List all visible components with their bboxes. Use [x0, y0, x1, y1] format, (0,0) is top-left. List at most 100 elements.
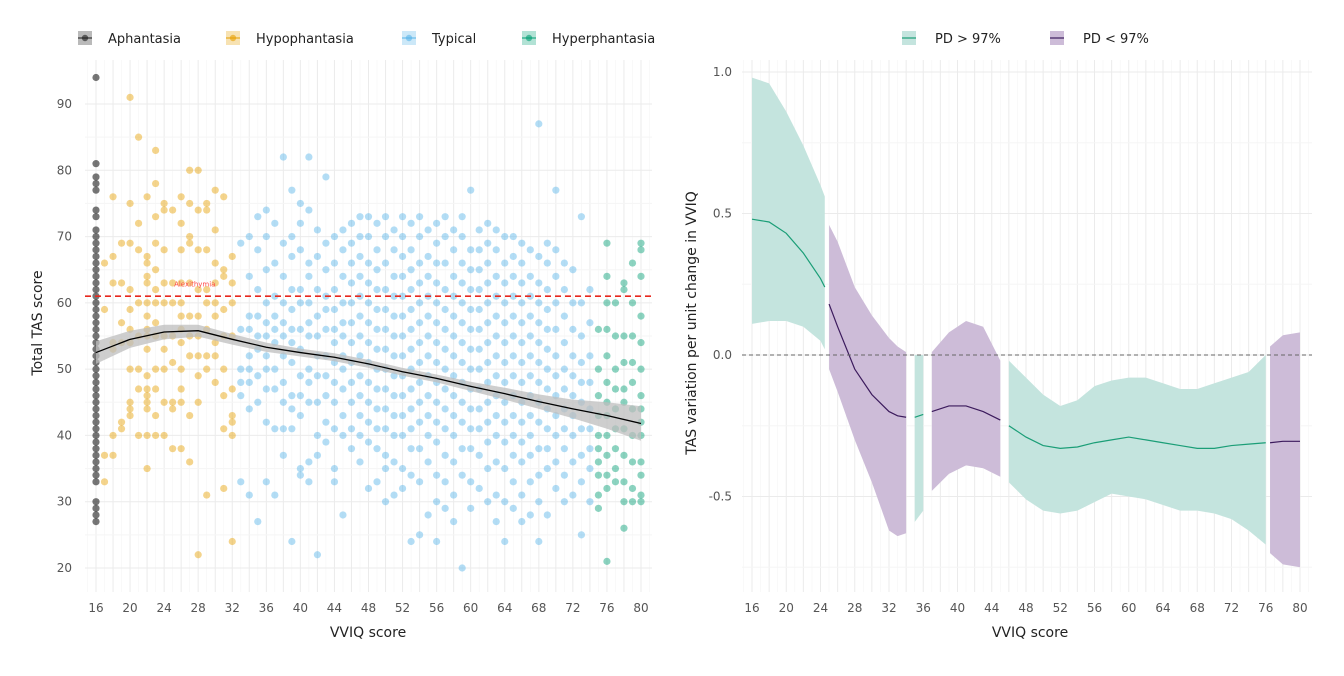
data-point [177, 246, 185, 254]
credible-interval-ribbon [829, 224, 907, 537]
data-point [628, 332, 637, 340]
data-point [364, 259, 373, 267]
data-point [637, 339, 645, 347]
data-point [492, 272, 500, 280]
data-point [628, 378, 637, 386]
data-point [356, 431, 364, 440]
data-point [279, 398, 287, 406]
data-point [92, 438, 100, 446]
x-tick-label: 16 [744, 601, 759, 615]
data-point [509, 451, 517, 459]
x-tick-label: 32 [881, 601, 896, 615]
data-point [245, 378, 253, 386]
x-tick-label: 80 [1292, 601, 1307, 615]
data-point [279, 299, 287, 307]
data-point [109, 451, 117, 459]
data-point [458, 418, 466, 426]
data-point [450, 392, 458, 400]
data-point [134, 133, 143, 141]
data-point [194, 372, 202, 380]
data-point [450, 518, 458, 526]
data-point [535, 319, 543, 327]
data-point [637, 272, 645, 280]
data-point [535, 445, 543, 453]
data-point [203, 299, 211, 307]
data-point [433, 471, 441, 479]
data-point [134, 365, 143, 373]
data-point [228, 431, 236, 440]
effect-segment [1269, 332, 1300, 568]
data-point [594, 445, 603, 453]
legend-key-dot [525, 34, 533, 42]
data-point [501, 537, 509, 546]
data-point [552, 272, 560, 280]
data-point [279, 378, 287, 386]
data-point [92, 405, 100, 413]
data-point [509, 232, 517, 241]
data-point [603, 352, 611, 360]
data-point [441, 286, 449, 294]
data-point [237, 478, 245, 486]
data-point [262, 266, 270, 274]
data-point [569, 458, 577, 466]
data-point [134, 219, 143, 227]
data-point [407, 325, 415, 333]
data-point [458, 564, 466, 572]
y-tick-label: 70 [57, 230, 72, 244]
data-point [484, 259, 492, 267]
data-point [390, 411, 398, 420]
legend-item: PD > 97% [902, 31, 1001, 47]
data-point [186, 279, 194, 287]
data-point [450, 226, 458, 234]
data-point [177, 279, 185, 287]
data-point [143, 279, 151, 287]
data-point [569, 352, 577, 360]
data-point [518, 491, 526, 499]
y-tick-label: 0.5 [713, 207, 732, 221]
x-tick-label: 20 [779, 601, 794, 615]
data-point [450, 332, 458, 340]
data-point [458, 339, 466, 347]
data-point [364, 232, 373, 241]
data-point [152, 213, 160, 221]
data-point [373, 286, 381, 294]
data-point [203, 246, 211, 254]
data-point [262, 385, 270, 393]
data-point [501, 339, 509, 347]
data-point [501, 232, 509, 241]
data-point [245, 491, 253, 499]
data-point [92, 431, 100, 440]
data-point [296, 392, 304, 400]
data-point [552, 431, 560, 440]
data-point [296, 325, 304, 333]
data-point [398, 232, 407, 241]
data-point [620, 279, 628, 287]
data-point [407, 266, 415, 274]
data-point [313, 286, 322, 294]
data-point [552, 246, 560, 254]
x-tick-label: 56 [429, 601, 444, 615]
data-point [501, 438, 509, 446]
legend-item-hyperphantasia: Hyperphantasia [522, 31, 655, 47]
data-point [424, 352, 432, 360]
data-point [450, 272, 458, 280]
data-point [177, 385, 185, 393]
legend-label: PD < 97% [1083, 32, 1149, 47]
data-point [92, 305, 100, 314]
x-tick-label: 36 [916, 601, 931, 615]
data-point [441, 385, 449, 393]
data-point [569, 325, 577, 333]
data-point [237, 239, 245, 247]
data-point [509, 312, 517, 320]
data-point [535, 358, 543, 367]
data-point [407, 219, 415, 227]
data-point [433, 398, 441, 406]
data-point [364, 438, 373, 446]
legend-item-typical: Typical [402, 31, 476, 47]
data-point [322, 438, 330, 446]
data-point [586, 425, 594, 433]
data-point [390, 491, 398, 499]
data-point [509, 431, 517, 440]
data-point [152, 431, 160, 440]
data-point [347, 239, 356, 247]
